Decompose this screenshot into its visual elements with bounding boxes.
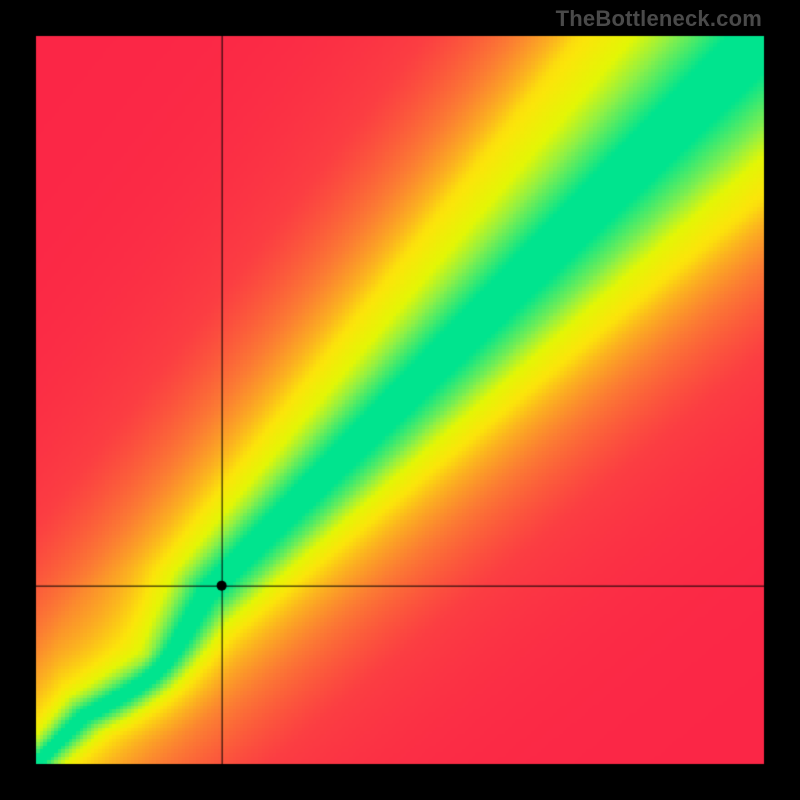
bottleneck-heatmap [0,0,800,800]
watermark-text: TheBottleneck.com [556,6,762,32]
